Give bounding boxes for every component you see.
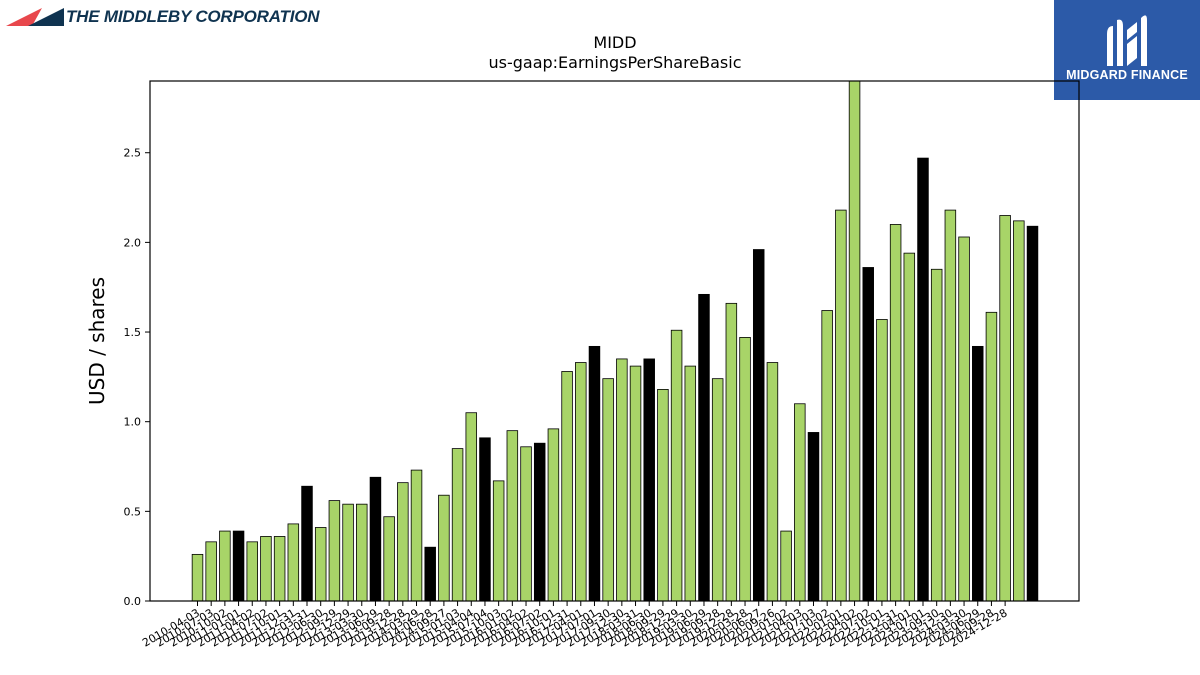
bar-2022-10-01	[876, 319, 888, 602]
bar-2022-01-01	[835, 209, 847, 602]
bar-2022-07-02	[862, 267, 874, 602]
middleby-swoosh-logo-icon	[6, 8, 64, 26]
bar-2020-06-27	[752, 249, 765, 602]
bar-2018-09-29	[657, 389, 669, 602]
bar-2010-04-03	[191, 553, 204, 602]
bar-2018-03-31	[629, 365, 642, 602]
bar-2022-04-02	[848, 80, 861, 602]
bar-undefined	[1013, 220, 1025, 602]
chart-subtitle: us-gaap:EarningsPerShareBasic	[488, 53, 741, 72]
bar-2016-12-31	[561, 371, 573, 602]
y-tick-label: 0.5	[124, 505, 142, 518]
bar-2017-12-30	[616, 358, 628, 602]
bar-2014-09-27	[438, 494, 450, 602]
bar-2011-07-02	[260, 536, 272, 602]
bar-2019-06-29	[698, 293, 710, 602]
bar-2019-03-30	[684, 365, 697, 602]
plot-frame	[149, 80, 1080, 602]
bar-2012-09-29	[328, 500, 341, 602]
bar-2024-12-28	[999, 215, 1011, 602]
bar-2018-12-29	[670, 329, 683, 602]
x-axis-ticks: 2010-04-032010-07-032010-10-022011-01-01…	[140, 601, 1010, 650]
bar-2017-09-30	[602, 378, 614, 602]
bar-2010-10-02	[219, 530, 231, 602]
bar-2021-01-02	[780, 530, 792, 602]
bar-2013-09-28	[383, 516, 395, 602]
bar-2020-03-28	[739, 337, 751, 602]
company-name: THE MIDDLEBY CORPORATION	[66, 7, 320, 26]
company-logo: THE MIDDLEBY CORPORATION	[6, 4, 320, 30]
bar-2019-09-28	[711, 378, 724, 602]
y-axis-label: USD / shares	[85, 277, 109, 405]
bar-2014-06-28	[424, 546, 436, 602]
y-tick-label: 2.0	[124, 236, 142, 249]
bar-2023-04-01	[903, 252, 916, 602]
brand-name: MIDGARD FINANCE	[1066, 68, 1188, 82]
bar-2016-04-02	[520, 446, 532, 602]
bar-2012-03-31	[301, 485, 313, 602]
bar-2024-03-30	[958, 236, 970, 602]
brand-logo-box: MIDGARD FINANCE	[1054, 0, 1200, 100]
bar-2017-07-01	[588, 345, 601, 602]
bar-2023-07-01	[917, 157, 929, 602]
y-tick-label: 1.5	[124, 326, 142, 339]
bar-2011-01-01	[232, 530, 245, 602]
bar-2016-10-01	[547, 428, 560, 602]
bar-2015-01-03	[451, 448, 464, 602]
y-axis-ticks: 0.0 0.5 1.0 1.5 2.0 2.5	[124, 147, 150, 608]
bar-2010-07-03	[205, 541, 217, 602]
bar-2014-03-29	[410, 469, 423, 602]
bar-2016-01-02	[506, 430, 519, 602]
bar-2023-12-30	[944, 209, 957, 602]
bar-2022-12-31	[889, 224, 902, 602]
bar-2011-10-01	[273, 536, 286, 602]
bar-2024-06-29	[972, 345, 984, 602]
bar-2013-12-28	[397, 482, 409, 602]
bar-2016-07-02	[533, 442, 546, 602]
bar-2024-09-28	[985, 311, 998, 602]
bar-2012-12-29	[342, 503, 354, 602]
bar-2018-06-30	[643, 358, 655, 602]
bar-2011-12-31	[287, 523, 300, 602]
bar-2012-06-30	[314, 527, 327, 602]
midgard-m-logo-icon	[1107, 15, 1147, 67]
chart-title: MIDD	[593, 33, 636, 52]
bar-2013-06-29	[369, 476, 382, 602]
bar-2021-07-03	[807, 432, 820, 602]
bar-2021-10-02	[821, 310, 833, 602]
bar-2023-09-30	[930, 268, 943, 602]
bars-group	[191, 80, 1039, 602]
bar-2013-03-30	[356, 503, 368, 602]
bar-2011-04-02	[246, 541, 258, 602]
bar-2019-12-28	[725, 302, 738, 602]
bar-undefined	[1026, 225, 1039, 602]
y-tick-label: 1.0	[124, 416, 142, 429]
bar-2021-04-03	[794, 403, 806, 602]
y-tick-label: 2.5	[124, 147, 142, 160]
bar-2015-10-03	[492, 480, 505, 602]
bar-2017-04-01	[575, 362, 587, 602]
bar-2015-07-04	[479, 437, 491, 602]
y-tick-label: 0.0	[124, 595, 142, 608]
bar-2015-04-04	[465, 412, 478, 602]
bar-2020-09-26	[766, 362, 779, 602]
